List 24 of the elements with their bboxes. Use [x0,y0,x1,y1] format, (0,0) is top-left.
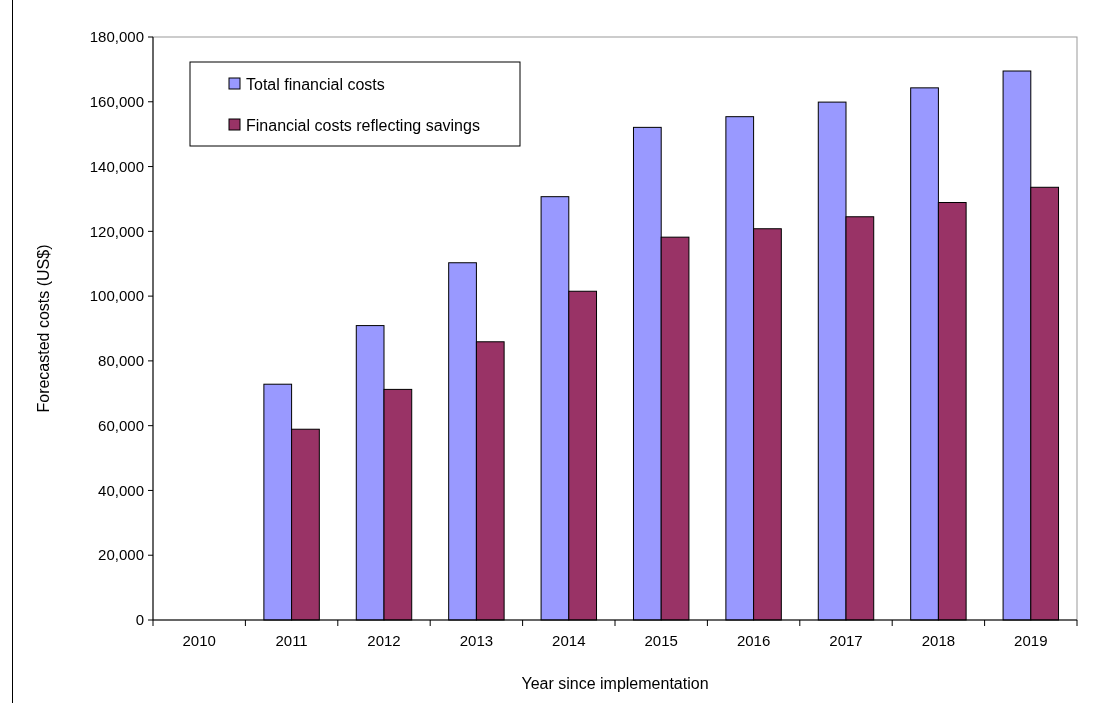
y-tick-label: 80,000 [98,352,144,370]
x-tick-label: 2013 [459,632,494,649]
legend-label: Total financial costs [246,75,385,93]
x-tick-label: 2011 [275,632,308,649]
x-tick-label: 2019 [1014,632,1048,649]
y-tick-label: 0 [135,611,144,629]
x-tick-label: 2015 [644,632,678,649]
y-tick-label: 140,000 [89,157,144,175]
legend-label: Financial costs reflecting savings [246,116,480,134]
y-tick-label: 20,000 [98,546,144,564]
x-tick-label: 2018 [921,632,956,649]
x-axis-title: Year since implementation [521,675,709,692]
y-tick-label: 180,000 [89,28,144,46]
y-tick-label: 100,000 [89,287,144,305]
x-tick-label: 2016 [736,632,771,649]
x-tick-label: 2010 [182,632,216,649]
y-tick-label: 120,000 [89,222,144,240]
x-tick-label: 2014 [552,632,586,649]
x-tick-label: 2012 [367,632,401,649]
y-tick-label: 40,000 [98,481,144,499]
x-tick-label: 2017 [829,632,863,649]
y-tick-label: 160,000 [89,93,144,111]
y-tick-label: 60,000 [98,416,144,434]
y-axis-title: Forecasted costs (US$) [35,244,52,413]
